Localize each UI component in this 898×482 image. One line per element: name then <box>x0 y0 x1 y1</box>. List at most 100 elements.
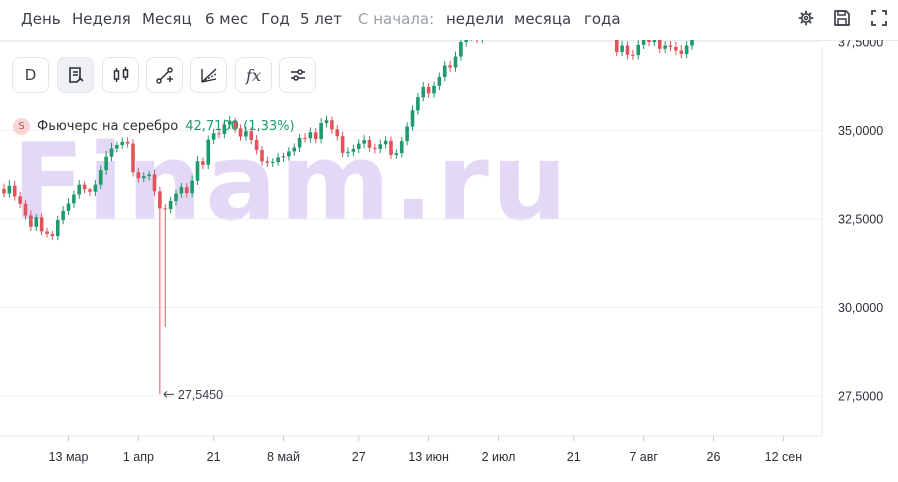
candle <box>244 126 248 141</box>
candle <box>2 183 6 198</box>
candle-body <box>625 45 630 55</box>
candle-body <box>238 128 243 137</box>
candle <box>303 132 307 143</box>
candle-body <box>50 233 55 236</box>
candle <box>679 44 684 59</box>
candle <box>319 118 323 144</box>
period-week-button[interactable]: Неделя <box>72 10 131 28</box>
period-toolbar: День Неделя Месяц 6 мес Год 5 лет С нача… <box>0 0 898 41</box>
candle <box>367 136 372 152</box>
candle <box>297 134 302 153</box>
trendline-icon <box>155 67 173 84</box>
candle <box>39 213 44 236</box>
candle <box>421 82 426 102</box>
interval-button[interactable]: D <box>12 57 49 93</box>
x-tick-label: 12 сен <box>765 450 803 464</box>
candle <box>620 40 624 57</box>
save-icon[interactable] <box>831 7 853 29</box>
candle-body <box>147 174 151 177</box>
candle-body <box>190 180 194 194</box>
candle <box>195 155 200 186</box>
period-year-button[interactable]: Год <box>261 10 290 28</box>
fullscreen-icon[interactable] <box>868 7 890 29</box>
candle-body <box>45 231 49 234</box>
trendline-tool-button[interactable] <box>146 57 183 93</box>
x-tick-label: 26 <box>707 450 721 464</box>
candle-body <box>93 184 98 192</box>
candle <box>383 136 388 149</box>
candle-body <box>201 161 205 165</box>
period-5-years-button[interactable]: 5 лет <box>300 10 342 28</box>
chart-settings-button[interactable] <box>279 57 316 93</box>
candle-body <box>303 137 307 139</box>
candle <box>93 180 98 196</box>
candle <box>88 187 92 196</box>
y-tick-label: 37,5000 <box>838 40 883 50</box>
candle <box>453 51 458 72</box>
y-tick-label: 35,0000 <box>838 124 883 138</box>
gear-icon[interactable] <box>795 7 817 29</box>
indicators-button[interactable]: fx <box>235 57 272 93</box>
candle-body <box>276 157 280 163</box>
candle <box>184 183 189 198</box>
notes-tool-button[interactable] <box>57 57 94 93</box>
candle-body <box>115 145 119 149</box>
candle <box>631 49 635 60</box>
candle-body <box>174 193 178 201</box>
candle <box>249 127 254 145</box>
candle <box>308 127 313 143</box>
candle <box>260 146 264 166</box>
candle <box>179 182 184 198</box>
candle <box>7 180 12 198</box>
since-week-button[interactable]: недели <box>446 10 504 28</box>
candle <box>50 230 55 240</box>
candle-body <box>416 97 420 111</box>
candle <box>471 40 473 41</box>
candle <box>125 137 130 148</box>
candle-body <box>292 147 297 152</box>
candle-body <box>184 187 189 194</box>
candle <box>136 168 141 183</box>
period-day-button[interactable]: День <box>21 10 61 28</box>
candle-body <box>281 156 286 158</box>
candle-body <box>61 210 65 221</box>
candle <box>222 119 227 139</box>
x-tick-label: 7 авг <box>629 450 658 464</box>
candle-body <box>614 40 619 52</box>
candle <box>168 196 173 214</box>
candle <box>292 143 297 156</box>
candle <box>158 186 162 395</box>
candle <box>464 40 469 47</box>
candle-body <box>330 120 334 130</box>
candle <box>442 61 447 82</box>
candle-body <box>287 151 291 157</box>
candle <box>335 125 340 141</box>
since-year-button[interactable]: года <box>584 10 621 28</box>
candle-body <box>657 40 662 49</box>
instrument-value: 42,7100 (1,33%) <box>185 118 295 134</box>
candle-body <box>82 184 87 190</box>
fibonacci-tool-button[interactable] <box>190 57 227 93</box>
candles-tool-button[interactable] <box>102 57 139 93</box>
candle-body <box>690 40 694 46</box>
candle <box>206 135 211 170</box>
candle <box>201 157 205 170</box>
candle-body <box>104 156 108 171</box>
candle <box>663 41 667 53</box>
candle-body <box>378 144 383 149</box>
period-6-months-button[interactable]: 6 мес <box>205 10 249 28</box>
candlestick-chart[interactable]: 42,710027,500030,000032,500035,000037,50… <box>0 40 898 482</box>
candle-body <box>421 86 426 98</box>
candle-body <box>152 174 157 192</box>
candle-body <box>2 188 6 194</box>
candle-body <box>351 148 356 152</box>
candle-body <box>426 86 431 94</box>
candle <box>636 40 641 60</box>
candle <box>29 210 33 232</box>
candle-body <box>249 131 254 141</box>
min-annotation-arrow <box>163 391 174 398</box>
since-month-button[interactable]: месяца <box>514 10 572 28</box>
period-month-button[interactable]: Месяц <box>142 10 192 28</box>
candle <box>18 191 22 209</box>
candle <box>324 115 329 128</box>
